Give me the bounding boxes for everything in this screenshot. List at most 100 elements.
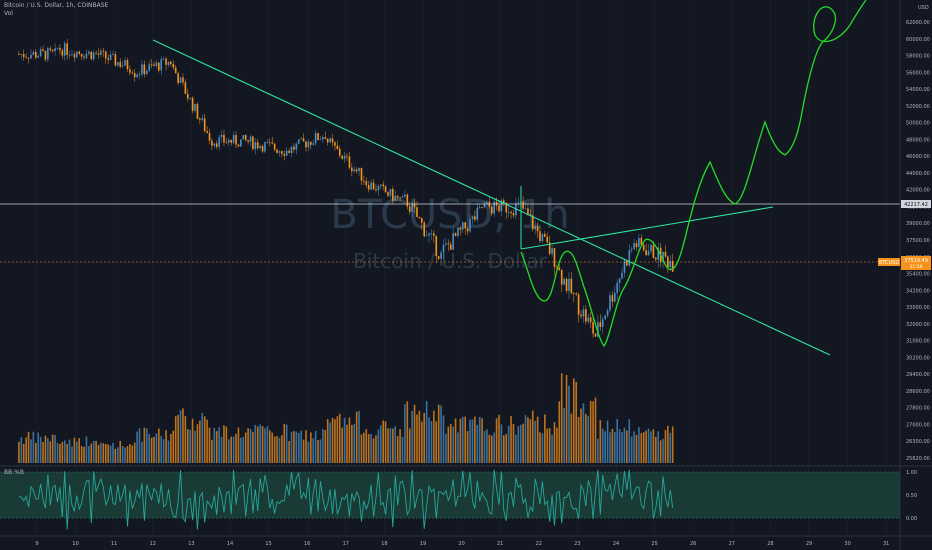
candle-body	[623, 260, 626, 273]
volume-bar	[194, 430, 196, 463]
candle-body	[138, 74, 141, 76]
volume-bar	[129, 444, 131, 463]
candle-body	[172, 64, 175, 68]
volume-bar	[454, 418, 457, 463]
candle-body	[34, 51, 37, 58]
candle-body	[39, 49, 42, 57]
volume-bar	[334, 419, 336, 463]
candle-body	[201, 118, 204, 120]
volume-bar	[295, 431, 298, 463]
volume-bar	[358, 410, 360, 463]
volume-bar	[396, 436, 399, 463]
volume-bar	[534, 420, 536, 463]
candle-body	[71, 54, 73, 56]
volume-bar	[570, 413, 573, 463]
candle-body	[394, 195, 397, 201]
candle-body	[117, 62, 119, 66]
volume-bar	[548, 428, 551, 463]
volume-bar	[435, 421, 438, 463]
volume-bar	[191, 418, 194, 463]
candle-body	[452, 233, 454, 250]
date-tick-label: 13	[188, 541, 194, 547]
volume-bar	[30, 439, 32, 463]
volume-bar	[413, 404, 416, 463]
volume-bar	[367, 434, 370, 463]
candle-body	[177, 73, 179, 84]
candle-body	[252, 136, 254, 150]
volume-bar	[572, 378, 575, 463]
volume-bar	[517, 426, 520, 463]
price-tick-label: 46000.00	[906, 154, 930, 160]
hline-label-box	[901, 200, 931, 208]
volume-bar	[580, 408, 582, 463]
volume-bar	[563, 407, 565, 463]
volume-bar	[141, 441, 143, 463]
candle-body	[440, 252, 442, 259]
volume-bar	[601, 428, 604, 463]
candle-body	[44, 50, 47, 60]
volume-bar	[90, 443, 93, 463]
volume-bar	[529, 419, 532, 463]
indicator-axis[interactable]: 1.00 0.50 0.00	[906, 470, 917, 522]
price-tick-label: 29400.00	[906, 372, 930, 378]
symbol-title[interactable]: Bitcoin / U.S. Dollar, 1h, COINBASE	[4, 2, 109, 9]
volume-bar	[486, 429, 488, 463]
volume-bar	[664, 430, 667, 463]
indicator-label[interactable]: BB %B	[4, 469, 24, 476]
volume-bar	[269, 430, 271, 463]
volume-bar	[411, 410, 413, 463]
candle-body	[307, 141, 310, 148]
volume-bar	[527, 417, 529, 463]
volume-bar	[307, 441, 310, 463]
hline-label: 42217.42	[904, 202, 928, 208]
candle-body	[148, 64, 150, 71]
volume-bar	[481, 418, 483, 463]
volume-bar	[153, 436, 155, 463]
volume-bar	[273, 436, 276, 463]
candle-body	[503, 200, 505, 203]
date-tick-label: 23	[574, 541, 580, 547]
price-tick-label: 25620.00	[906, 456, 930, 462]
candle-body	[165, 58, 167, 65]
candle-body	[141, 64, 143, 75]
volume-bar	[143, 427, 146, 463]
grid	[36, 0, 887, 536]
volume-bar	[560, 373, 563, 463]
candle-body	[655, 257, 657, 260]
candle-body	[266, 142, 269, 143]
candle-body	[445, 243, 447, 245]
candle-body	[54, 48, 56, 52]
candle-body	[73, 54, 76, 58]
candle-body	[237, 144, 240, 147]
candle-body	[324, 137, 327, 139]
candle-body	[269, 142, 271, 143]
volume-bar	[669, 432, 672, 463]
candle-body	[609, 295, 611, 311]
price-tick-label: 31000.00	[906, 339, 930, 345]
volume-bar	[474, 416, 476, 463]
volume-bar	[389, 428, 392, 463]
volume-bar	[230, 436, 233, 463]
candle-body	[56, 47, 59, 49]
candle-body	[305, 141, 307, 148]
date-axis[interactable]: 9 10 11 12 13 14 15 16 17 18 19 20 21 22 23 24 25 26 27 28 2…	[35, 541, 889, 547]
volume-bar	[655, 436, 657, 463]
candle-body	[30, 54, 32, 59]
date-tick-label: 19	[420, 541, 426, 547]
volume-bar	[271, 432, 274, 463]
price-tick-label: 32000.00	[906, 322, 930, 328]
candle-body	[650, 245, 652, 252]
volume-label[interactable]: Vol	[4, 10, 13, 17]
volume-bar	[377, 429, 380, 463]
date-tick-label: 26	[690, 541, 696, 547]
volume-bar	[650, 431, 652, 463]
volume-bar	[336, 416, 339, 463]
candle-body	[338, 148, 341, 156]
candle-body	[348, 156, 351, 168]
volume-bar	[44, 435, 47, 463]
candle-body	[392, 189, 394, 201]
candle-body	[618, 278, 621, 283]
candle-body	[517, 202, 520, 204]
bb-percent-line	[18, 469, 674, 530]
